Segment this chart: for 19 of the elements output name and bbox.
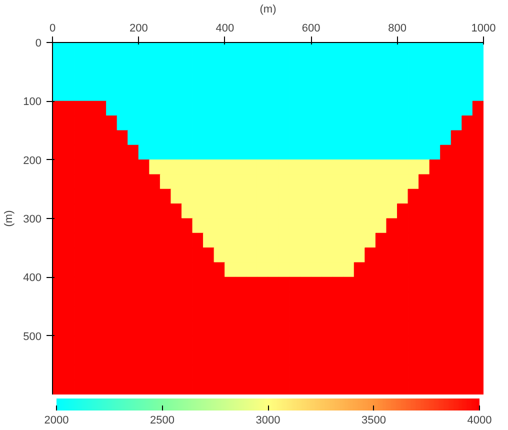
color-bar-label: 2000	[44, 414, 69, 426]
y-tick-label: 0	[35, 38, 42, 50]
x-tick-label: 200	[130, 22, 148, 34]
x-axis-title: (m)	[260, 4, 276, 16]
y-tick-label: 400	[23, 272, 42, 284]
y-axis-title: (m)	[3, 210, 16, 227]
x-tick-label: 400	[216, 22, 234, 34]
x-tick-label: 600	[302, 22, 320, 34]
x-tick-label: 800	[388, 22, 406, 34]
color-bar-label: 4000	[467, 414, 492, 426]
y-tick-label: 100	[23, 96, 42, 108]
x-tick-label: 1000	[471, 22, 496, 34]
color-bar-label: 3500	[362, 414, 386, 426]
color-bar-label: 2500	[150, 414, 174, 426]
y-tick-label: 500	[23, 330, 42, 343]
x-tick-label: 0	[49, 22, 56, 34]
y-tick-label: 300	[23, 214, 42, 226]
color-bar-label: 3000	[256, 414, 280, 426]
y-tick-label: 200	[23, 154, 42, 167]
